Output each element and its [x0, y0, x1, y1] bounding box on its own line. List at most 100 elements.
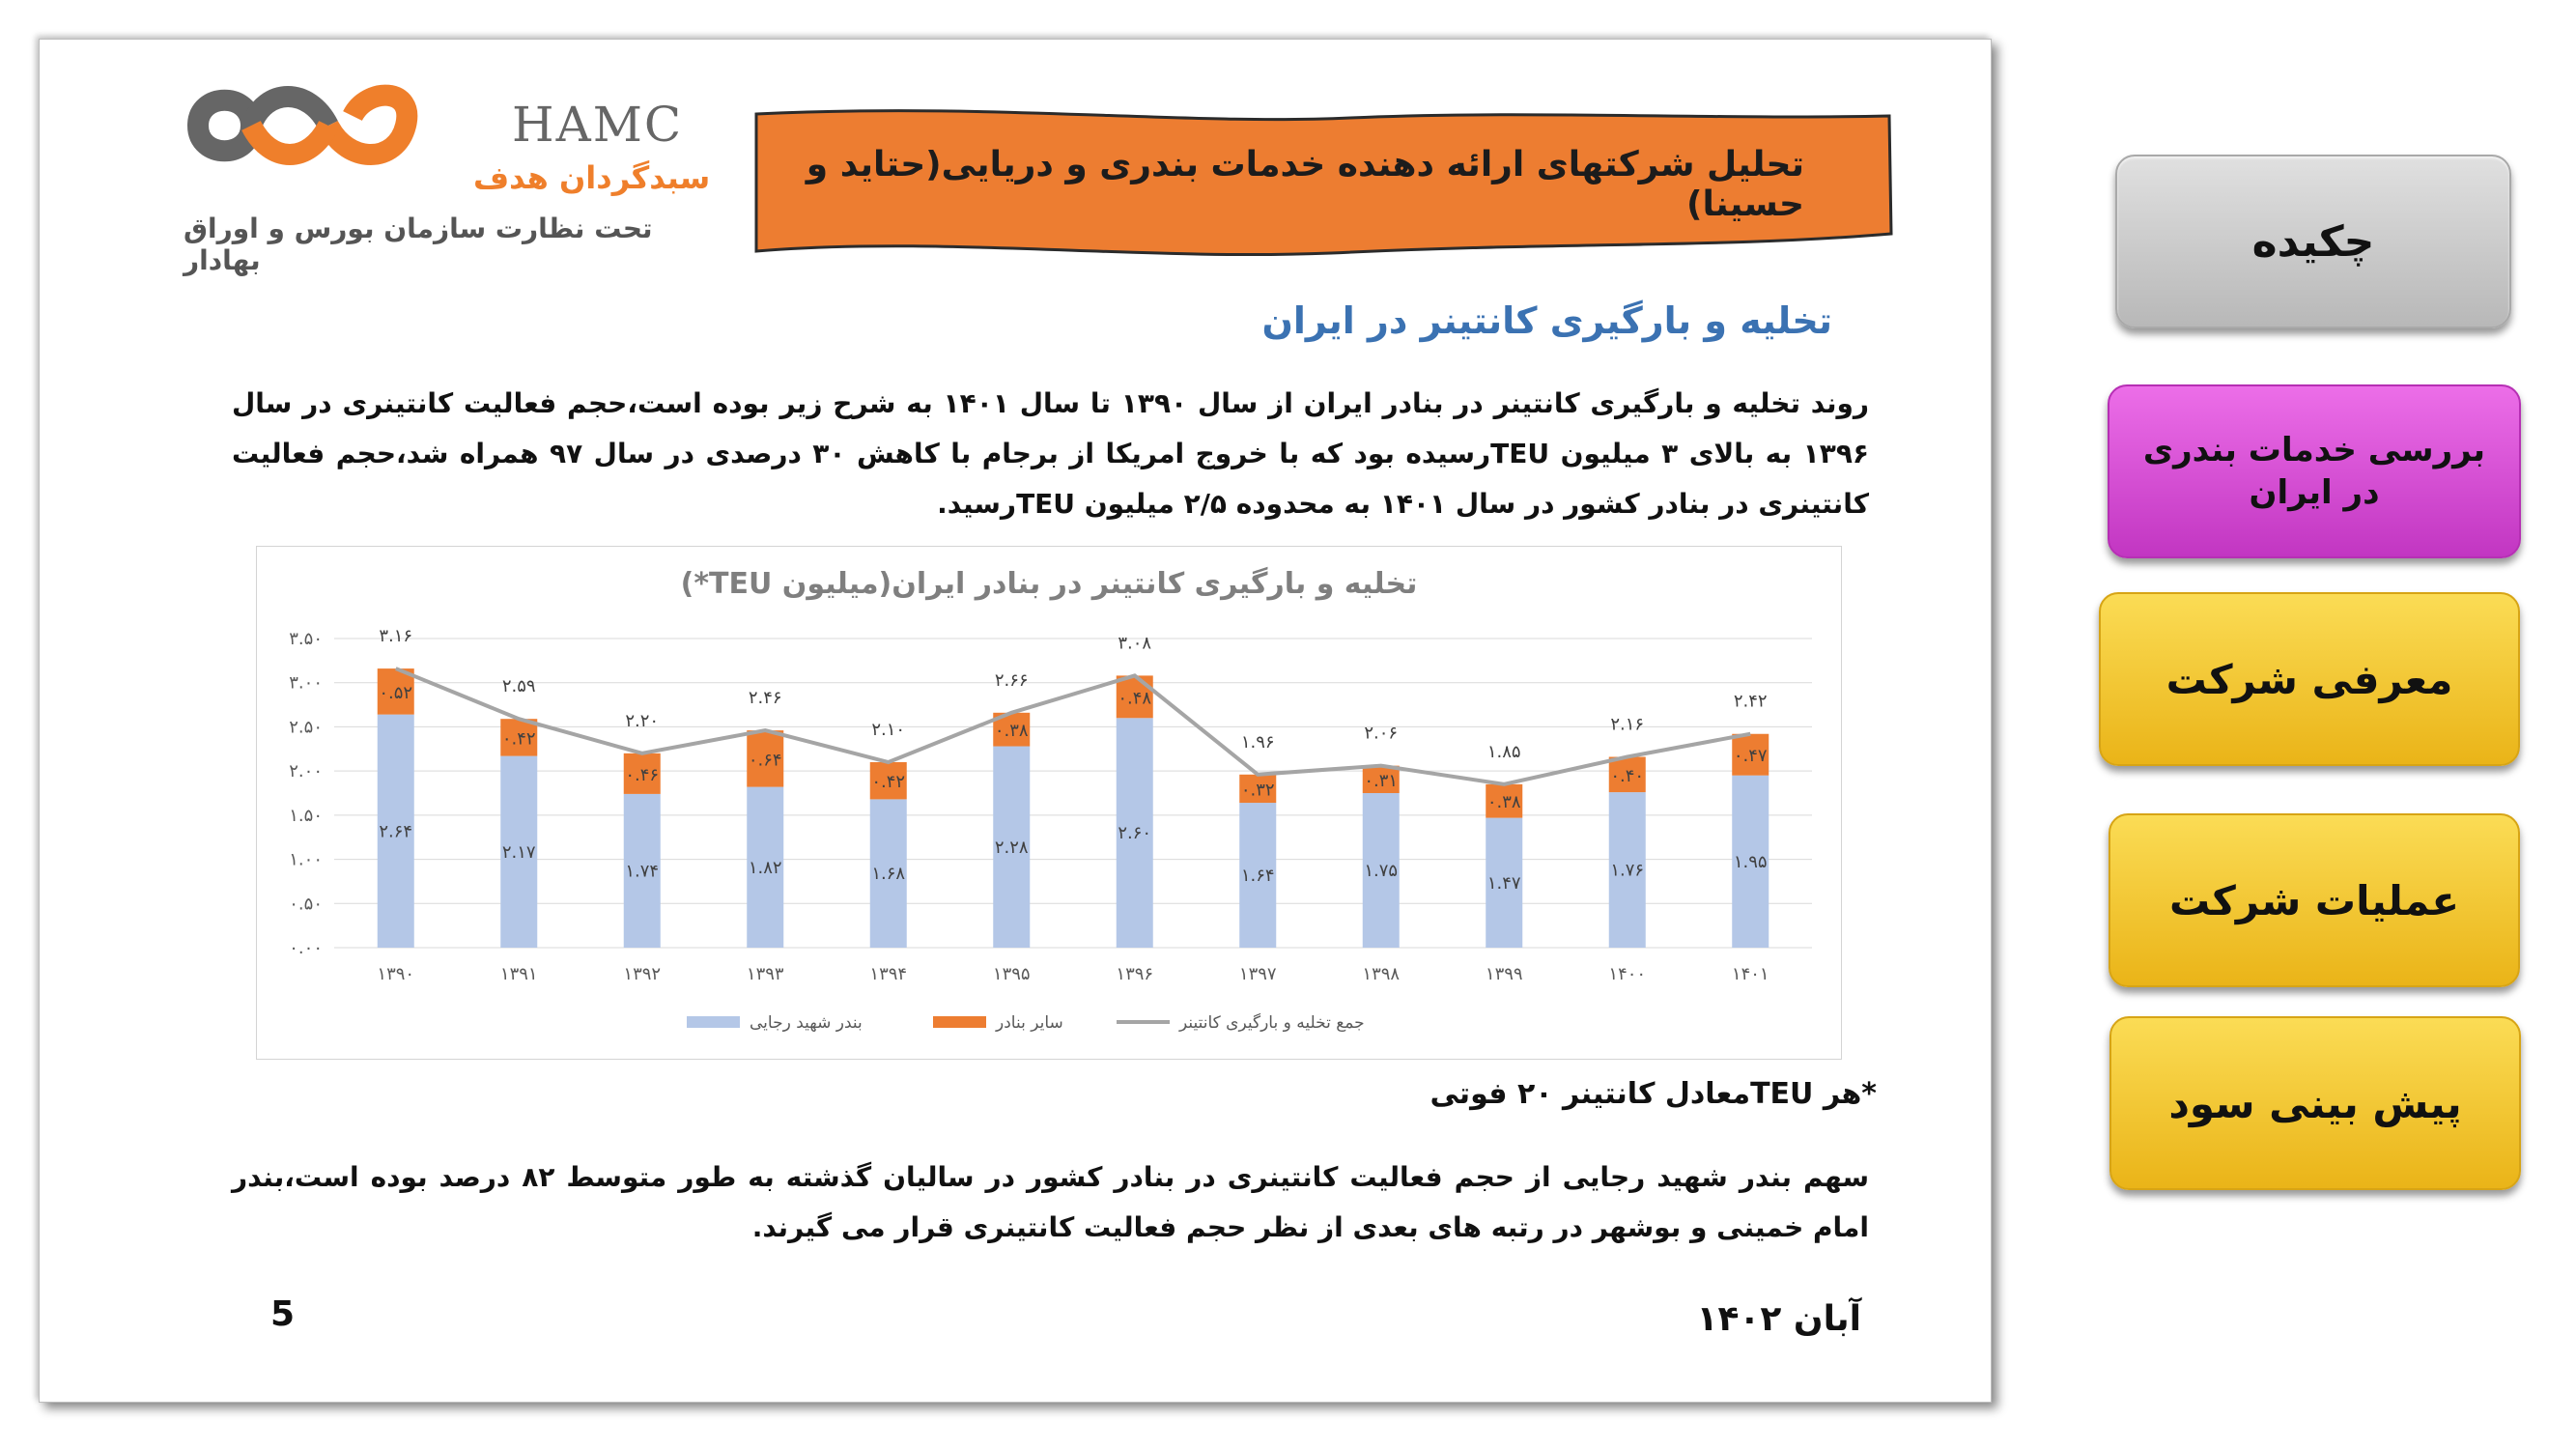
x-tick-label: ۱۴۰۱	[1732, 964, 1769, 984]
x-tick-label: ۱۳۹۸	[1362, 964, 1400, 984]
data-label-other: ۰.۴۷	[1734, 746, 1768, 766]
data-label-other: ۰.۳۸	[1487, 792, 1521, 812]
data-label-rajaee: ۱.۶۴	[1241, 866, 1275, 886]
bar-other-ports	[869, 762, 907, 800]
legend-label-rajaee: بندر شهید رجایی	[750, 1013, 863, 1033]
data-label-rajaee: ۱.۹۵	[1734, 852, 1768, 872]
nav-port-services-button[interactable]: بررسی خدمات بندری در ایران	[2108, 384, 2521, 558]
nav-company-ops-button[interactable]: عملیات شرکت	[2109, 813, 2520, 987]
bar-other-ports	[1732, 733, 1769, 776]
nav-abstract-button[interactable]: چکیده	[2115, 155, 2511, 328]
chart-svg: تخلیه و بارگیری کانتینر در بنادر ایران(م…	[289, 566, 1812, 1033]
data-label-other: ۰.۳۸	[995, 721, 1029, 741]
legend-swatch-other	[933, 1016, 986, 1028]
bar-other-ports	[1116, 675, 1153, 719]
x-tick-label: ۱۳۹۰	[377, 964, 414, 984]
bar-rajaee	[869, 799, 907, 948]
chart-title: تخلیه و بارگیری کانتینر در بنادر ایران(م…	[681, 566, 1418, 601]
data-label-total: ۲.۲۰	[625, 711, 659, 731]
x-tick-label: ۱۳۹۱	[500, 964, 538, 984]
y-tick-label: ۰.۰۰	[289, 938, 323, 958]
title-banner	[754, 109, 1893, 257]
data-label-other: ۰.۴۰	[1610, 766, 1644, 786]
data-label-total: ۲.۵۹	[502, 676, 536, 696]
data-label-rajaee: ۲.۶۰	[1118, 823, 1151, 843]
line-total	[394, 667, 1751, 786]
legend-label-other: سایر بنادر	[995, 1013, 1063, 1033]
x-tick-label: ۱۳۹۷	[1239, 964, 1277, 984]
bar-other-ports	[747, 730, 784, 787]
data-label-total: ۲.۱۰	[871, 720, 905, 740]
x-tick-label: ۱۳۹۴	[869, 964, 907, 984]
y-tick-label: ۱.۵۰	[289, 806, 323, 826]
bar-other-ports	[1486, 783, 1523, 818]
bar-rajaee	[1732, 775, 1769, 948]
data-label-rajaee: ۱.۸۲	[749, 858, 782, 878]
data-label-total: ۱.۹۶	[1241, 732, 1275, 753]
data-label-rajaee: ۱.۶۸	[871, 864, 905, 884]
nav-company-intro-button[interactable]: معرفی شرکت	[2099, 592, 2520, 766]
data-label-other: ۰.۴۲	[871, 772, 905, 792]
bar-rajaee	[623, 793, 661, 948]
bar-rajaee	[1486, 817, 1523, 948]
x-tick-label: ۱۳۹۹	[1486, 964, 1523, 984]
data-label-total: ۳.۰۸	[1118, 633, 1151, 653]
intro-paragraph: روند تخلیه و بارگیری کانتینر در بنادر ای…	[232, 387, 1870, 520]
bar-other-ports	[1608, 756, 1646, 793]
bar-rajaee	[1362, 793, 1400, 948]
x-tick-label: ۱۳۹۲	[623, 964, 661, 984]
data-label-total: ۳.۱۶	[379, 626, 412, 646]
hamc-logo: HAMC سبدگردان هدف تحت نظارت سازمان بورس …	[184, 68, 715, 276]
data-label-total: ۲.۶۶	[995, 670, 1029, 691]
bar-rajaee	[500, 755, 538, 948]
x-tick-label: ۱۳۹۳	[747, 964, 784, 984]
logo-name: HAMC	[512, 97, 684, 153]
data-label-total: ۲.۰۶	[1364, 724, 1398, 744]
data-label-total: ۱.۸۵	[1487, 742, 1521, 762]
bar-other-ports	[377, 668, 414, 715]
data-label-other: ۰.۴۲	[502, 728, 536, 749]
data-label-rajaee: ۲.۲۸	[995, 838, 1029, 858]
data-label-rajaee: ۲.۱۷	[502, 842, 536, 863]
banner-title: تحلیل شرکتهای ارائه دهنده خدمات بندری و …	[806, 145, 1804, 224]
infinity-logo-icon	[186, 84, 418, 165]
data-label-total: ۲.۱۶	[1610, 715, 1644, 735]
logo-brand-fa: سبدگردان هدف	[473, 159, 711, 196]
data-label-total: ۲.۴۲	[1734, 692, 1768, 712]
bar-other-ports	[1362, 765, 1400, 793]
data-label-rajaee: ۲.۶۴	[379, 821, 412, 841]
section-title: تخلیه و بارگیری کانتینر در ایران	[1261, 299, 1832, 342]
data-label-total: ۲.۴۶	[749, 688, 782, 708]
bar-other-ports	[1239, 774, 1277, 804]
data-label-rajaee: ۱.۷۶	[1610, 861, 1644, 881]
teu-note: *هر TEUمعادل کانتینر ۲۰ فوتی	[1430, 1077, 1877, 1111]
data-label-rajaee: ۱.۷۵	[1364, 861, 1398, 881]
data-label-other: ۰.۵۲	[379, 683, 412, 703]
nav-profit-forecast-button[interactable]: پیش بینی سود	[2109, 1016, 2521, 1190]
data-label-other: ۰.۳۲	[1241, 780, 1275, 800]
data-label-other: ۰.۴۸	[1118, 688, 1151, 708]
container-chart: تخلیه و بارگیری کانتینر در بنادر ایران(م…	[256, 546, 1842, 1060]
x-tick-label: ۱۳۹۵	[993, 964, 1031, 984]
page-number: 5	[270, 1294, 296, 1334]
data-label-rajaee: ۱.۴۷	[1487, 873, 1521, 894]
legend-swatch-rajaee	[687, 1016, 740, 1028]
bar-rajaee	[1116, 718, 1153, 948]
bar-other-ports	[623, 753, 661, 794]
bar-rajaee	[747, 786, 784, 948]
bar-rajaee	[1608, 792, 1646, 948]
y-tick-label: ۲.۰۰	[289, 761, 323, 781]
y-tick-label: ۳.۰۰	[289, 673, 323, 694]
footer-date: آبان ۱۴۰۲	[1696, 1299, 1861, 1339]
y-tick-label: ۰.۵۰	[289, 894, 323, 914]
y-tick-label: ۲.۵۰	[289, 717, 323, 737]
y-tick-label: ۱.۰۰	[289, 850, 323, 870]
bar-rajaee	[1239, 803, 1277, 948]
x-tick-label: ۱۴۰۰	[1608, 964, 1646, 984]
data-label-other: ۰.۴۶	[625, 765, 659, 785]
x-tick-label: ۱۳۹۶	[1116, 964, 1153, 984]
bar-rajaee	[993, 746, 1031, 948]
legend-label-total: جمع تخلیه و بارگیری کانتینر	[1178, 1012, 1365, 1033]
y-tick-label: ۳.۵۰	[289, 629, 323, 649]
data-label-other: ۰.۶۴	[749, 750, 782, 770]
